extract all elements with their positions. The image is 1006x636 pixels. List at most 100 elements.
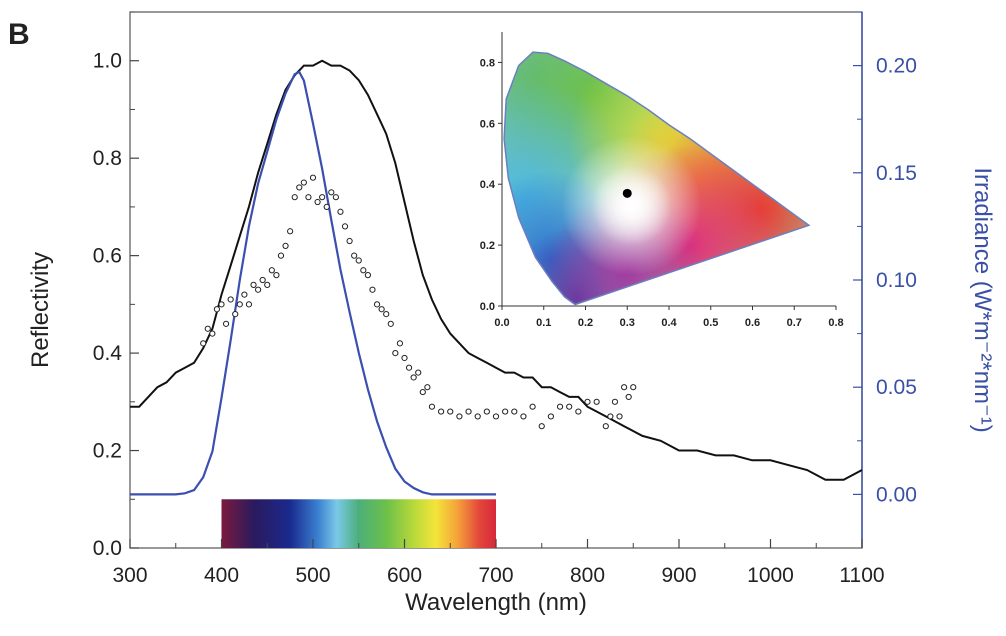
data-point <box>520 413 527 420</box>
data-point <box>305 194 312 201</box>
data-point <box>328 189 335 196</box>
data-point <box>250 281 257 288</box>
y2-tick-label: 0.10 <box>876 269 917 292</box>
data-point <box>209 330 216 337</box>
data-point <box>447 408 454 415</box>
inset-y-tick-label: 0.6 <box>480 118 495 130</box>
data-point <box>268 267 275 274</box>
x-axis-title: Wavelength (nm) <box>405 589 587 616</box>
data-point <box>383 311 390 318</box>
data-point <box>373 301 381 308</box>
data-point <box>341 223 349 230</box>
data-point <box>355 257 362 264</box>
data-point <box>264 281 271 288</box>
data-point <box>456 413 463 420</box>
data-point <box>621 384 628 391</box>
data-point <box>616 413 623 420</box>
data-point <box>200 340 207 347</box>
x-tick-label: 500 <box>295 564 330 587</box>
y-tick-label: 0.8 <box>93 147 122 170</box>
data-point <box>438 408 445 415</box>
data-point <box>625 393 632 401</box>
cie-color-region <box>591 165 672 246</box>
data-point <box>236 301 243 308</box>
cie-inset: 0.0 0.1 0.2 0.3 0.4 0.5 0.6 0.7 0.8 0.0 0.2 0.4 0.6 0… <box>480 32 844 329</box>
data-point <box>227 296 234 303</box>
data-point <box>424 384 431 391</box>
spectrum-bar <box>221 499 496 548</box>
data-point <box>259 276 266 284</box>
data-point <box>566 403 573 410</box>
data-point <box>602 423 609 430</box>
data-point <box>323 203 330 211</box>
cie-gamut <box>504 52 809 305</box>
y-tick-label: 0.0 <box>93 537 122 560</box>
y2-tick-label: 0.00 <box>876 483 917 506</box>
data-point <box>291 194 298 201</box>
inset-x-tick-label: 0.4 <box>661 317 677 329</box>
inset-x-tick-label: 0.5 <box>703 317 718 329</box>
y-axis-title: Reflectivity <box>27 252 54 368</box>
reflectivity-points <box>200 174 637 430</box>
data-point <box>575 408 582 415</box>
data-point <box>410 374 417 381</box>
x-tick-label: 900 <box>661 564 696 587</box>
x-ticks: 300 400 500 600 700 800 900 1000 1100 <box>112 539 885 587</box>
data-point <box>511 408 518 415</box>
data-point <box>282 242 289 249</box>
data-point <box>584 398 591 405</box>
data-point <box>630 384 637 391</box>
data-point <box>529 403 536 410</box>
data-point <box>611 398 619 405</box>
data-point <box>273 272 280 279</box>
y2-tick-label: 0.15 <box>876 162 917 185</box>
x-tick-label: 600 <box>387 564 422 587</box>
inset-y-tick-label: 0.2 <box>480 240 495 252</box>
data-point <box>492 413 500 420</box>
inset-x-tick-label: 0.1 <box>536 317 551 329</box>
data-point <box>218 301 225 308</box>
inset-y-tick-label: 0.8 <box>480 57 495 69</box>
y-tick-label: 0.2 <box>93 440 122 463</box>
data-point <box>346 237 353 245</box>
data-point <box>547 413 555 420</box>
y2-axis-title: Irradiance (W*m⁻²*nm⁻¹) <box>969 167 996 432</box>
data-point <box>387 320 394 327</box>
x-tick-label: 400 <box>204 564 239 587</box>
data-point <box>465 408 472 415</box>
data-point <box>222 320 230 327</box>
data-point <box>369 286 376 293</box>
inset-x-tick-label: 0.6 <box>745 317 760 329</box>
data-point <box>378 306 385 313</box>
data-point <box>364 272 371 279</box>
cie-locus-outline <box>503 51 811 306</box>
data-point <box>419 388 426 396</box>
y-tick-label: 0.4 <box>93 342 123 365</box>
data-point <box>607 413 614 420</box>
inset-ticks: 0.0 0.1 0.2 0.3 0.4 0.5 0.6 0.7 0.8 0.0 0.2 0.4 0.6 0… <box>480 57 844 329</box>
x-tick-label: 1000 <box>747 564 794 587</box>
data-point <box>255 286 262 293</box>
data-point <box>396 340 404 347</box>
data-point <box>319 194 326 201</box>
data-point <box>213 306 221 313</box>
inset-x-tick-label: 0.3 <box>620 317 635 329</box>
data-point <box>405 364 413 371</box>
data-point <box>241 291 248 298</box>
x-tick-label: 300 <box>112 564 147 587</box>
series-layer <box>130 59 863 496</box>
data-point <box>502 408 509 415</box>
data-point <box>428 403 436 410</box>
y2-ticks: 0.00 0.05 0.10 0.15 0.20 <box>853 11 917 506</box>
inset-y-tick-label: 0.0 <box>480 301 495 313</box>
data-point <box>245 301 253 308</box>
reflectivity-line <box>130 59 863 481</box>
inset-x-tick-label: 0.8 <box>828 317 843 329</box>
data-point <box>351 252 358 259</box>
x-tick-label: 700 <box>478 564 513 587</box>
inset-y-tick-label: 0.4 <box>480 179 496 191</box>
data-point <box>309 174 317 181</box>
inset-x-tick-label: 0.7 <box>787 317 802 329</box>
y-ticks: 0.0 0.2 0.4 0.6 0.8 1.0 <box>93 11 139 560</box>
